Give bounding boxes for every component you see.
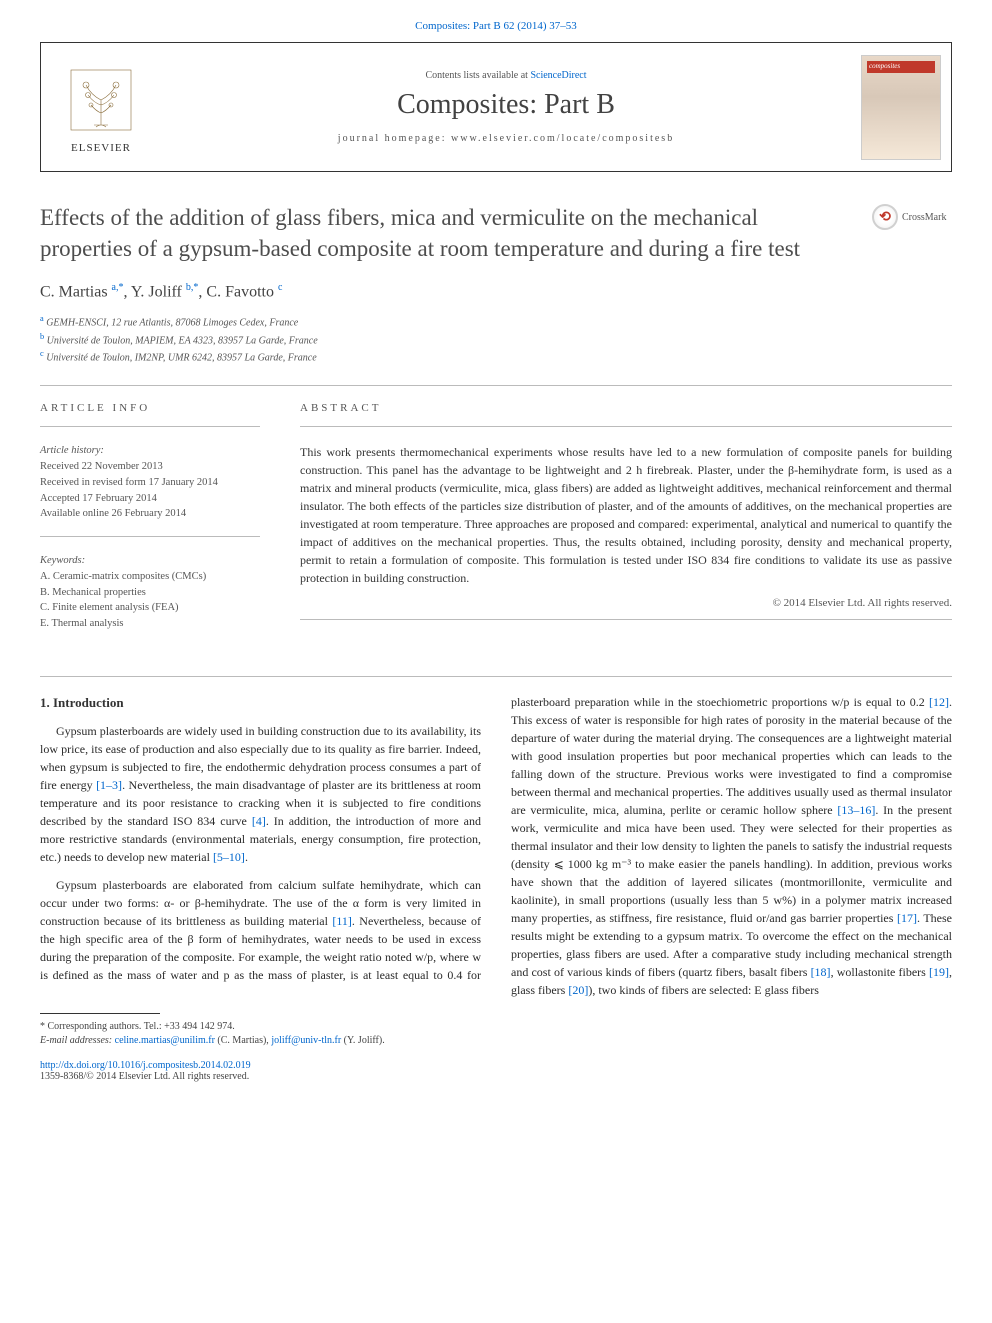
doi-block: http://dx.doi.org/10.1016/j.compositesb.… <box>40 1060 952 1082</box>
intro-heading: 1. Introduction <box>40 693 481 713</box>
publisher-name: ELSEVIER <box>71 142 131 154</box>
cite-4[interactable]: [4] <box>252 814 266 828</box>
cover-cell: composites <box>851 43 951 171</box>
affil-c: c Université de Toulon, IM2NP, UMR 6242,… <box>40 348 952 365</box>
keyword-1: A. Ceramic-matrix composites (CMCs) <box>40 569 260 585</box>
corresponding-note: * Corresponding authors. Tel.: +33 494 1… <box>40 1020 952 1034</box>
divider <box>40 385 952 386</box>
issn-copyright: 1359-8368/© 2014 Elsevier Ltd. All right… <box>40 1071 249 1082</box>
journal-homepage: journal homepage: www.elsevier.com/locat… <box>338 133 674 144</box>
accepted-date: Accepted 17 February 2014 <box>40 491 260 507</box>
abstract-heading: ABSTRACT <box>300 402 952 414</box>
received-date: Received 22 November 2013 <box>40 459 260 475</box>
info-divider-1 <box>40 426 260 427</box>
footnotes: * Corresponding authors. Tel.: +33 494 1… <box>40 1020 952 1048</box>
crossmark-icon: ⟲ <box>872 204 898 230</box>
keywords-block: Keywords: A. Ceramic-matrix composites (… <box>40 553 260 632</box>
keywords-label: Keywords: <box>40 553 260 569</box>
email-2[interactable]: joliff@univ-tln.fr <box>271 1035 341 1046</box>
crossmark-badge[interactable]: ⟲ CrossMark <box>872 202 952 232</box>
journal-name: Composites: Part B <box>397 89 615 121</box>
article-title: Effects of the addition of glass fibers,… <box>40 202 852 264</box>
keyword-4: E. Thermal analysis <box>40 616 260 632</box>
cite-18[interactable]: [18] <box>811 965 831 979</box>
history-label: Article history: <box>40 443 260 459</box>
affil-a: a GEMH-ENSCI, 12 rue Atlantis, 87068 Lim… <box>40 313 952 330</box>
abstract-text: This work presents thermomechanical expe… <box>300 443 952 587</box>
contents-prefix: Contents lists available at <box>425 70 530 81</box>
authors: C. Martias a,*, Y. Joliff b,*, C. Favott… <box>40 282 952 301</box>
sciencedirect-link[interactable]: ScienceDirect <box>530 70 586 81</box>
cite-20[interactable]: [20] <box>568 983 588 997</box>
header-center: Contents lists available at ScienceDirec… <box>161 43 851 171</box>
top-citation-link[interactable]: Composites: Part B 62 (2014) 37–53 <box>415 20 577 32</box>
title-row: Effects of the addition of glass fibers,… <box>40 202 952 264</box>
article-info-col: ARTICLE INFO Article history: Received 2… <box>40 402 260 646</box>
elsevier-tree-icon <box>61 60 141 140</box>
cite-12[interactable]: [12] <box>929 695 949 709</box>
top-citation: Composites: Part B 62 (2014) 37–53 <box>40 20 952 32</box>
cite-11[interactable]: [11] <box>332 914 352 928</box>
journal-cover-thumbnail: composites <box>861 55 941 160</box>
cite-1-3[interactable]: [1–3] <box>96 778 122 792</box>
keyword-2: B. Mechanical properties <box>40 585 260 601</box>
email-1[interactable]: celine.martias@unilim.fr <box>115 1035 215 1046</box>
affil-b: b Université de Toulon, MAPIEM, EA 4323,… <box>40 331 952 348</box>
cover-title: composites <box>869 62 900 70</box>
cite-17[interactable]: [17] <box>897 911 917 925</box>
keyword-3: C. Finite element analysis (FEA) <box>40 600 260 616</box>
body-columns: 1. Introduction Gypsum plasterboards are… <box>40 693 952 999</box>
abstract-col: ABSTRACT This work presents thermomechan… <box>300 402 952 646</box>
publisher-logo-cell: ELSEVIER <box>41 43 161 171</box>
cite-13-16[interactable]: [13–16] <box>837 803 875 817</box>
abstract-copyright: © 2014 Elsevier Ltd. All rights reserved… <box>300 597 952 609</box>
footnote-separator <box>40 1013 160 1014</box>
abstract-divider-2 <box>300 619 952 620</box>
cite-19[interactable]: [19] <box>929 965 949 979</box>
info-divider-2 <box>40 536 260 537</box>
abstract-divider <box>300 426 952 427</box>
intro-p1: Gypsum plasterboards are widely used in … <box>40 722 481 866</box>
online-date: Available online 26 February 2014 <box>40 506 260 522</box>
affiliations: a GEMH-ENSCI, 12 rue Atlantis, 87068 Lim… <box>40 313 952 365</box>
info-abstract-row: ARTICLE INFO Article history: Received 2… <box>40 402 952 646</box>
article-history: Article history: Received 22 November 20… <box>40 443 260 522</box>
doi-link[interactable]: http://dx.doi.org/10.1016/j.compositesb.… <box>40 1060 251 1071</box>
body-divider <box>40 676 952 677</box>
article-info-heading: ARTICLE INFO <box>40 402 260 414</box>
revised-date: Received in revised form 17 January 2014 <box>40 475 260 491</box>
cite-5-10[interactable]: [5–10] <box>213 850 245 864</box>
journal-header: ELSEVIER Contents lists available at Sci… <box>40 42 952 172</box>
email-line: E-mail addresses: celine.martias@unilim.… <box>40 1034 952 1048</box>
crossmark-label: CrossMark <box>902 212 946 223</box>
contents-line: Contents lists available at ScienceDirec… <box>425 70 586 81</box>
